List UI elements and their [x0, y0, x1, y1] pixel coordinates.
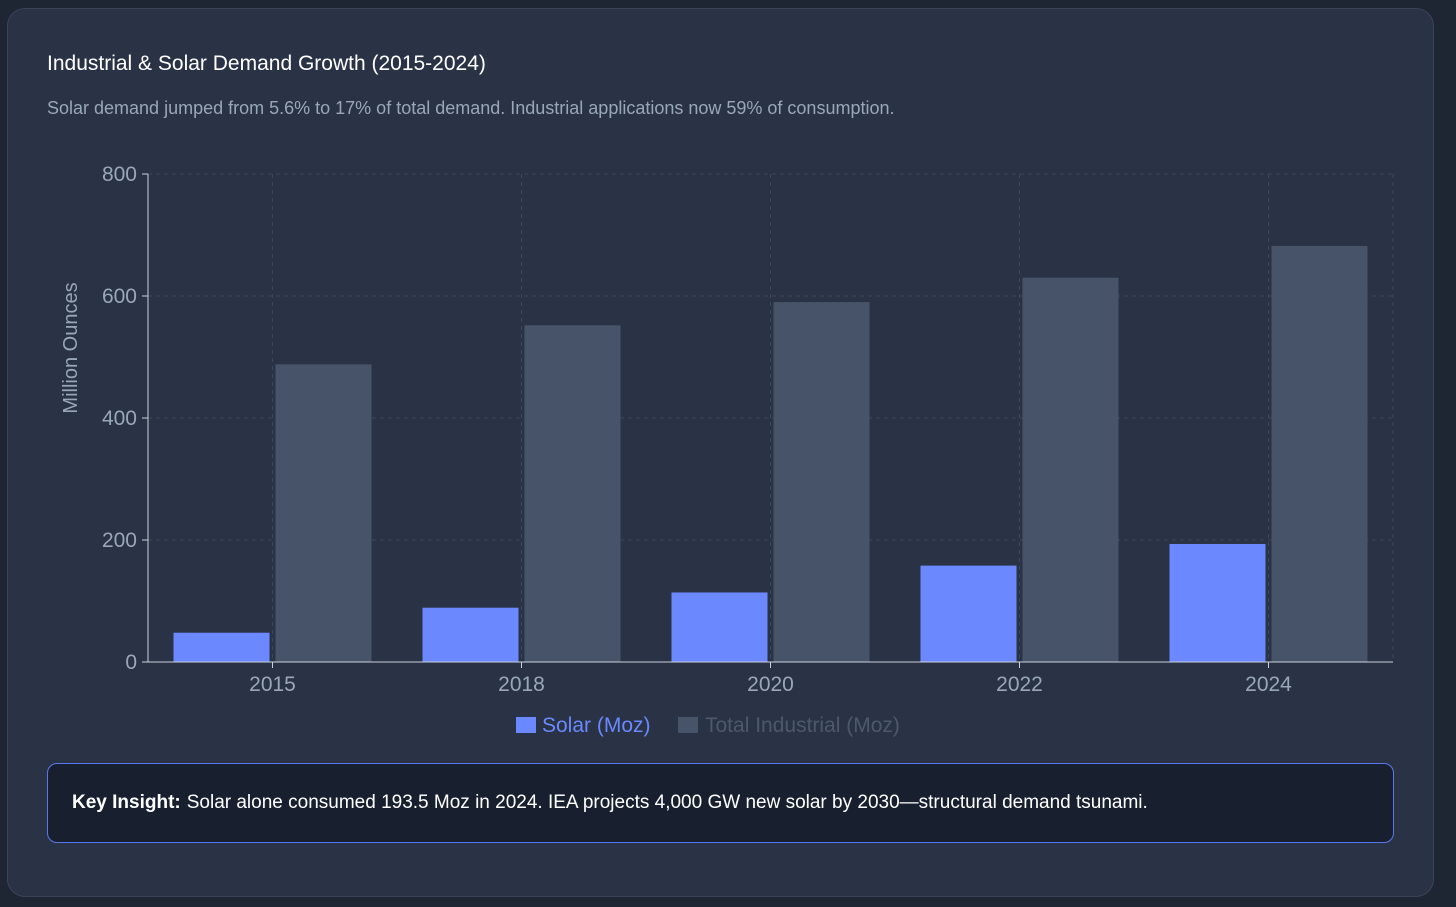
chart-card [7, 8, 1434, 897]
bar-chart: 0 200 400 600 800 2015 2018 2020 2022 2024 Million… [60, 163, 1394, 737]
x-tick-label: 2018 [498, 673, 545, 696]
bar-total-industrial-2022 [1022, 277, 1119, 662]
y-tick-label: 200 [102, 529, 137, 552]
chart-title: Industrial & Solar Demand Growth (2015-2… [47, 52, 486, 75]
x-tick-label: 2024 [1245, 673, 1292, 696]
y-tick-label: 0 [125, 651, 137, 674]
bar-solar-2015 [173, 632, 270, 662]
bar-total-industrial-2015 [275, 364, 372, 662]
legend-swatch-total-industrial [678, 717, 698, 733]
y-tick-label: 600 [102, 285, 137, 308]
bar-solar-2024 [1169, 543, 1266, 662]
bar-solar-2022 [920, 565, 1017, 662]
bar-solar-2018 [422, 607, 519, 662]
chart-subtitle: Solar demand jumped from 5.6% to 17% of … [47, 98, 895, 118]
legend-swatch-solar [516, 717, 536, 733]
y-axis-title: Million Ounces [60, 282, 82, 413]
y-tick-label: 800 [102, 163, 137, 186]
y-tick-label: 400 [102, 407, 137, 430]
legend-label-solar: Solar (Moz) [542, 714, 651, 737]
key-insight-text: Solar alone consumed 193.5 Moz in 2024. … [186, 792, 1148, 813]
x-tick-label: 2020 [747, 673, 794, 696]
x-tick-label: 2022 [996, 673, 1043, 696]
key-insight-label: Key Insight: [72, 792, 181, 813]
key-insight-box: Key Insight: Solar alone consumed 193.5 … [47, 763, 1394, 843]
bar-total-industrial-2018 [524, 325, 621, 662]
legend-label-total-industrial: Total Industrial (Moz) [705, 714, 900, 737]
bar-total-industrial-2020 [773, 302, 870, 662]
bar-total-industrial-2024 [1271, 245, 1368, 663]
x-tick-label: 2015 [249, 673, 296, 696]
bar-solar-2020 [671, 592, 768, 662]
